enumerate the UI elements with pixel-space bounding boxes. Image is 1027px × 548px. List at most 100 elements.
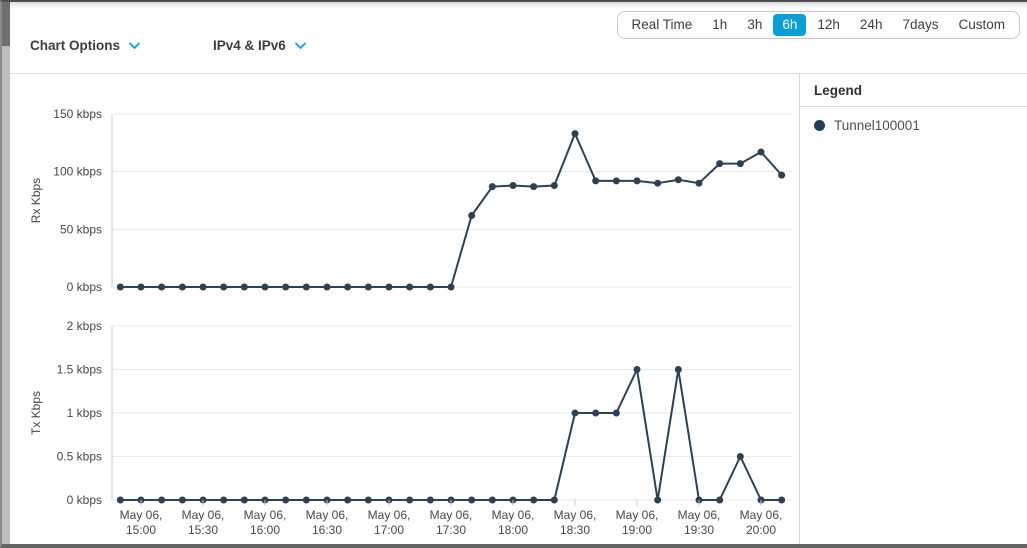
data-point <box>633 366 641 373</box>
data-point <box>778 496 786 504</box>
data-point <box>468 211 476 219</box>
rx-kbps-line <box>120 132 783 288</box>
time-range-button-custom[interactable]: Custom <box>958 17 1005 32</box>
data-point <box>612 409 620 417</box>
chart-options-dropdown[interactable]: Chart Options <box>30 38 141 53</box>
chevron-down-icon <box>294 42 306 49</box>
x-tick-label-time: 17:00 <box>374 523 404 537</box>
data-point <box>778 171 786 179</box>
data-point <box>323 283 331 291</box>
data-point <box>282 283 290 291</box>
data-point <box>240 496 248 504</box>
data-point <box>426 283 434 291</box>
x-tick-label-time: 15:00 <box>126 523 156 537</box>
x-tick-label-time: 18:00 <box>498 523 528 537</box>
time-range-button-6h[interactable]: 6h <box>773 14 807 36</box>
y-tick-label: 2 kbps <box>67 319 102 333</box>
series-label: Tunnel100001 <box>834 118 920 133</box>
y-tick-label: 150 kbps <box>53 107 102 121</box>
data-point <box>178 283 186 291</box>
y-tick-label: 50 kbps <box>60 222 102 236</box>
time-range-selector: Real Time 1h 3h 6h 12h 24h 7days Custom <box>616 11 1020 39</box>
x-tick-label-date: May 06, <box>244 508 287 522</box>
data-point <box>736 453 744 460</box>
legend-item-tunnel100001[interactable]: Tunnel100001 <box>800 107 1027 144</box>
data-point <box>364 283 372 291</box>
data-point <box>633 177 641 185</box>
data-point <box>654 496 662 504</box>
data-point <box>488 183 496 191</box>
data-point <box>344 283 352 291</box>
data-point <box>344 496 352 504</box>
data-point <box>282 496 290 504</box>
time-range-button-12h[interactable]: 12h <box>817 17 840 32</box>
x-tick-label-time: 19:30 <box>684 523 714 537</box>
time-range-button-24h[interactable]: 24h <box>859 17 883 32</box>
y-tick-label: 1.5 kbps <box>57 363 102 377</box>
x-tick-label-time: 19:00 <box>622 523 652 537</box>
legend-title: Legend <box>800 74 1027 107</box>
data-point <box>116 283 124 291</box>
chart-toolbar: Chart Options IPv4 & IPv6 <box>30 38 307 53</box>
data-point <box>716 496 724 504</box>
ip-filter-label: IPv4 & IPv6 <box>213 38 286 53</box>
y-axis-title: Rx Kbps <box>29 178 43 223</box>
y-tick-label: 0.5 kbps <box>57 450 102 464</box>
data-point <box>571 409 579 417</box>
data-point <box>674 176 682 184</box>
data-point <box>674 366 682 373</box>
data-point <box>716 160 724 168</box>
data-point <box>302 283 310 291</box>
ip-filter-dropdown[interactable]: IPv4 & IPv6 <box>213 38 307 53</box>
x-tick-label-time: 16:30 <box>312 523 342 537</box>
data-point <box>116 496 124 504</box>
y-axis-title: Tx Kbps <box>29 391 43 435</box>
data-point <box>757 148 765 156</box>
y-tick-label: 100 kbps <box>53 165 102 179</box>
data-point <box>592 409 600 417</box>
data-point <box>488 496 496 504</box>
top-shade <box>2 2 1027 9</box>
data-point <box>447 283 455 291</box>
x-tick-label-time: 15:30 <box>188 523 218 537</box>
data-point <box>158 496 166 504</box>
data-point <box>199 283 207 291</box>
left-scrollbar-thumb[interactable] <box>2 2 10 46</box>
data-point <box>406 283 414 291</box>
x-tick-label-time: 16:00 <box>250 523 280 537</box>
time-range-button-1h[interactable]: 1h <box>712 17 728 32</box>
x-tick-label-date: May 06, <box>616 508 659 522</box>
y-tick-label: 1 kbps <box>67 406 102 420</box>
data-point <box>364 496 372 504</box>
data-point <box>530 496 538 504</box>
time-range-button-real-time[interactable]: Real Time <box>631 17 693 32</box>
x-tick-label-date: May 06, <box>306 508 349 522</box>
data-point <box>695 179 703 187</box>
x-tick-label-date: May 06, <box>678 508 721 522</box>
y-tick-label: 0 kbps <box>67 493 102 507</box>
x-tick-label-date: May 06, <box>740 508 783 522</box>
data-point <box>158 283 166 291</box>
time-range-button-7days[interactable]: 7days <box>902 17 939 32</box>
data-point <box>550 496 558 504</box>
x-tick-label-date: May 06, <box>492 508 535 522</box>
data-point <box>240 283 248 291</box>
x-tick-label-date: May 06, <box>182 508 225 522</box>
data-point <box>137 283 145 291</box>
x-tick-label-date: May 06, <box>368 508 411 522</box>
x-tick-label-time: 17:30 <box>436 523 466 537</box>
traffic-charts: 0 kbps 50 kbps 100 kbps 150 kbps Rx Kbps 0 kb… <box>29 107 792 537</box>
data-point <box>261 283 269 291</box>
data-point <box>654 179 662 187</box>
data-point <box>468 496 476 504</box>
data-point <box>550 182 558 190</box>
left-scrollbar-track[interactable] <box>2 2 10 544</box>
data-point <box>426 496 434 504</box>
time-range-button-3h[interactable]: 3h <box>747 17 763 32</box>
x-tick-label-date: May 06, <box>554 508 597 522</box>
data-point <box>385 283 393 291</box>
tx-kbps-line <box>120 368 782 501</box>
chevron-down-icon <box>129 42 140 49</box>
data-point <box>302 496 310 504</box>
